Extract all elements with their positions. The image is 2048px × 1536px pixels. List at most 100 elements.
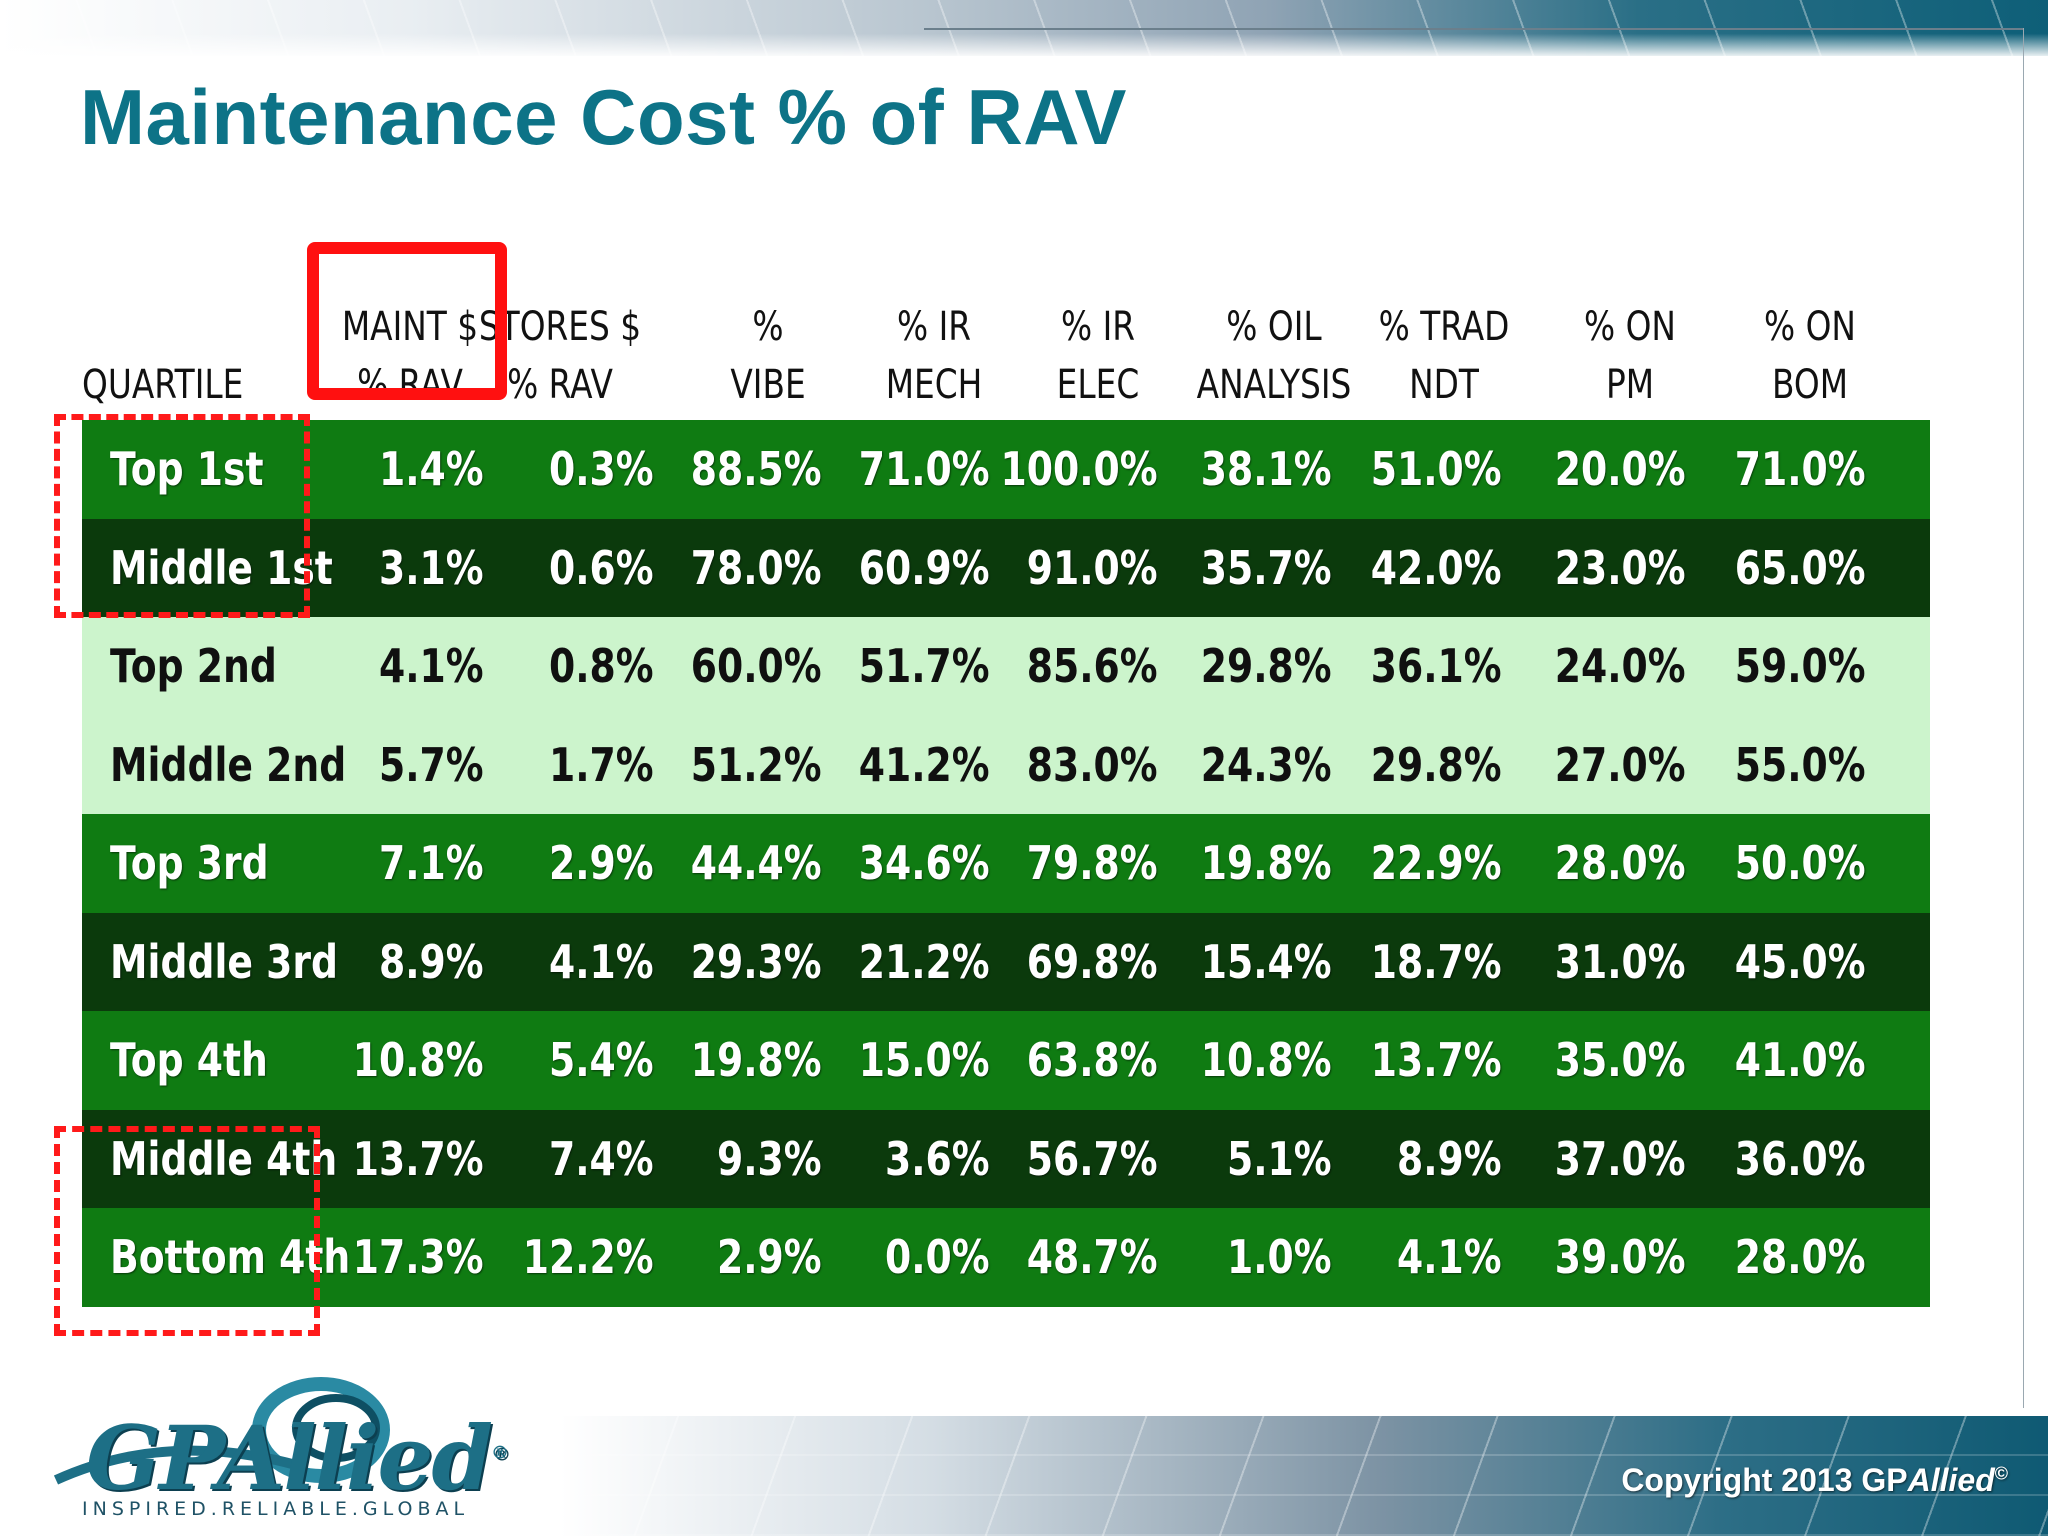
cell-text: 79.8% (1027, 836, 1158, 891)
value-cell: 48.7% (958, 1208, 1158, 1307)
cell-text: 69.8% (1027, 934, 1158, 989)
cell-text: 55.0% (1735, 737, 1866, 792)
cell-text: 41.2% (859, 737, 990, 792)
value-cell: 65.0% (1666, 519, 1866, 618)
value-cell: 83.0% (958, 716, 1158, 815)
table-row: Top 2nd 4.1% 0.8% 60.0% 51.7% 85.6% 29.8% 36.1%… (82, 617, 1930, 716)
cell-text: 91.0% (1027, 540, 1158, 595)
bottom-banner (560, 1416, 2048, 1536)
value-cell: 4.1% (1302, 1208, 1502, 1307)
value-cell: 5.4% (454, 1011, 654, 1110)
value-cell: 41.2% (790, 716, 990, 815)
gpallied-logo: GPAllied® INSPIRED.RELIABLE.GLOBAL (46, 1370, 516, 1520)
cell-text: 4.1% (1397, 1230, 1502, 1285)
cell-text: 1.7% (549, 737, 654, 792)
column-header-1: MAINT $ % RAV (320, 270, 500, 420)
table-header-row: QUARTILE MAINT $% RAV STORES $% RAV% VIBE% … (82, 270, 1930, 420)
logo-word-text: GPAllied (86, 1406, 493, 1510)
value-cell: 15.0% (790, 1011, 990, 1110)
cell-text: 24.3% (1201, 737, 1332, 792)
column-header-line2: ELEC (1056, 362, 1140, 408)
cell-text: 0.6% (549, 540, 654, 595)
column-header-line1: % TRAD (1378, 304, 1510, 350)
cell-text: 7.4% (549, 1131, 654, 1186)
column-header-line1: % IR (1060, 304, 1136, 350)
value-cell: 31.0% (1486, 913, 1686, 1012)
quartile-label-cell: Top 1st (82, 420, 382, 519)
value-cell: 51.2% (622, 716, 822, 815)
cell-text: 3.6% (885, 1131, 990, 1186)
value-cell: 4.1% (454, 913, 654, 1012)
logo-swoosh-icon (53, 1377, 390, 1485)
cell-text: 15.4% (1201, 934, 1332, 989)
column-header-9: % ON BOM (1720, 270, 1900, 420)
column-header-3: % VIBE (678, 270, 858, 420)
value-cell: 69.8% (958, 913, 1158, 1012)
cell-text: 15.0% (859, 1033, 990, 1088)
cell-text: Middle 2nd (110, 737, 347, 792)
value-cell: 36.0% (1666, 1110, 1866, 1209)
cell-text: 12.2% (523, 1230, 654, 1285)
fourth-quartile-highlight (54, 1126, 320, 1336)
column-header-line1: MAINT $ (341, 304, 479, 350)
cell-text: 20.0% (1555, 442, 1686, 497)
cell-text: 31.0% (1555, 934, 1686, 989)
value-cell: 1.0% (1132, 1208, 1332, 1307)
quartile-label-cell: Top 2nd (82, 617, 382, 716)
logo-wordmark: GPAllied® (86, 1406, 509, 1510)
cell-text: Top 1st (110, 442, 264, 497)
value-cell: 60.9% (790, 519, 990, 618)
cell-text: 18.7% (1371, 934, 1502, 989)
value-cell: 63.8% (958, 1011, 1158, 1110)
quartile-table: QUARTILE MAINT $% RAV STORES $% RAV% VIBE% … (82, 270, 1930, 1307)
value-cell: 85.6% (958, 617, 1158, 716)
table-row: Top 1st 1.4% 0.3% 88.5% 71.0% 100.0% 38.1% 51.0… (82, 420, 1930, 519)
value-cell: 13.7% (1302, 1011, 1502, 1110)
cell-text: 63.8% (1027, 1033, 1158, 1088)
cell-text: 1.0% (1227, 1230, 1332, 1285)
cell-text: 0.8% (549, 639, 654, 694)
value-cell: 5.1% (1132, 1110, 1332, 1209)
cell-text: 10.8% (353, 1033, 484, 1088)
table-row: Top 4th 10.8% 5.4% 19.8% 15.0% 63.8% 10.8% 13.7… (82, 1011, 1930, 1110)
cell-text: 71.0% (859, 442, 990, 497)
cell-text: 48.7% (1027, 1230, 1158, 1285)
cell-text: 13.7% (353, 1131, 484, 1186)
value-cell: 50.0% (1666, 814, 1866, 913)
cell-text: 8.9% (379, 934, 484, 989)
cell-text: Top 3rd (110, 836, 269, 891)
value-cell: 21.2% (790, 913, 990, 1012)
value-cell: 34.6% (790, 814, 990, 913)
cell-text: 19.8% (691, 1033, 822, 1088)
column-header-0: QUARTILE (82, 270, 295, 420)
column-header-line2: BOM (1771, 362, 1849, 408)
value-cell: 2.9% (622, 1208, 822, 1307)
cell-text: 7.1% (379, 836, 484, 891)
quartile-label-cell: Middle 3rd (82, 913, 382, 1012)
column-header-line2: ANALYSIS (1196, 362, 1352, 408)
cell-text: 41.0% (1735, 1033, 1866, 1088)
cell-text: 39.0% (1555, 1230, 1686, 1285)
value-cell: 91.0% (958, 519, 1158, 618)
table-row: Bottom 4th 17.3% 12.2% 2.9% 0.0% 48.7% 1.0% 4.1… (82, 1208, 1930, 1307)
cell-text: 60.0% (691, 639, 822, 694)
value-cell: 0.8% (454, 617, 654, 716)
cell-text: 2.9% (549, 836, 654, 891)
cell-text: 34.6% (859, 836, 990, 891)
copyright-prefix: Copyright 2013 GP (1621, 1462, 1908, 1498)
column-header-line1: % (752, 304, 784, 350)
cell-text: 38.1% (1201, 442, 1332, 497)
value-cell: 0.3% (454, 420, 654, 519)
value-cell: 36.1% (1302, 617, 1502, 716)
table-row: Middle 4th 13.7% 7.4% 9.3% 3.6% 56.7% 5.1% 8.9%… (82, 1109, 1930, 1209)
quartile-label-cell: Bottom 4th (82, 1208, 382, 1307)
cell-text: 28.0% (1735, 1230, 1866, 1285)
cell-text: Bottom 4th (110, 1230, 351, 1285)
table-row: Middle 2nd 5.7% 1.7% 51.2% 41.2% 83.0% 24.3% 29… (82, 715, 1930, 815)
column-header-line1: % IR (896, 304, 972, 350)
cell-text: 65.0% (1735, 540, 1866, 595)
cell-text: 100.0% (1000, 442, 1158, 497)
cell-text: 9.3% (717, 1131, 822, 1186)
copyright-text: Copyright 2013 GPAllied© (1621, 1462, 2008, 1499)
value-cell: 10.8% (1132, 1011, 1332, 1110)
